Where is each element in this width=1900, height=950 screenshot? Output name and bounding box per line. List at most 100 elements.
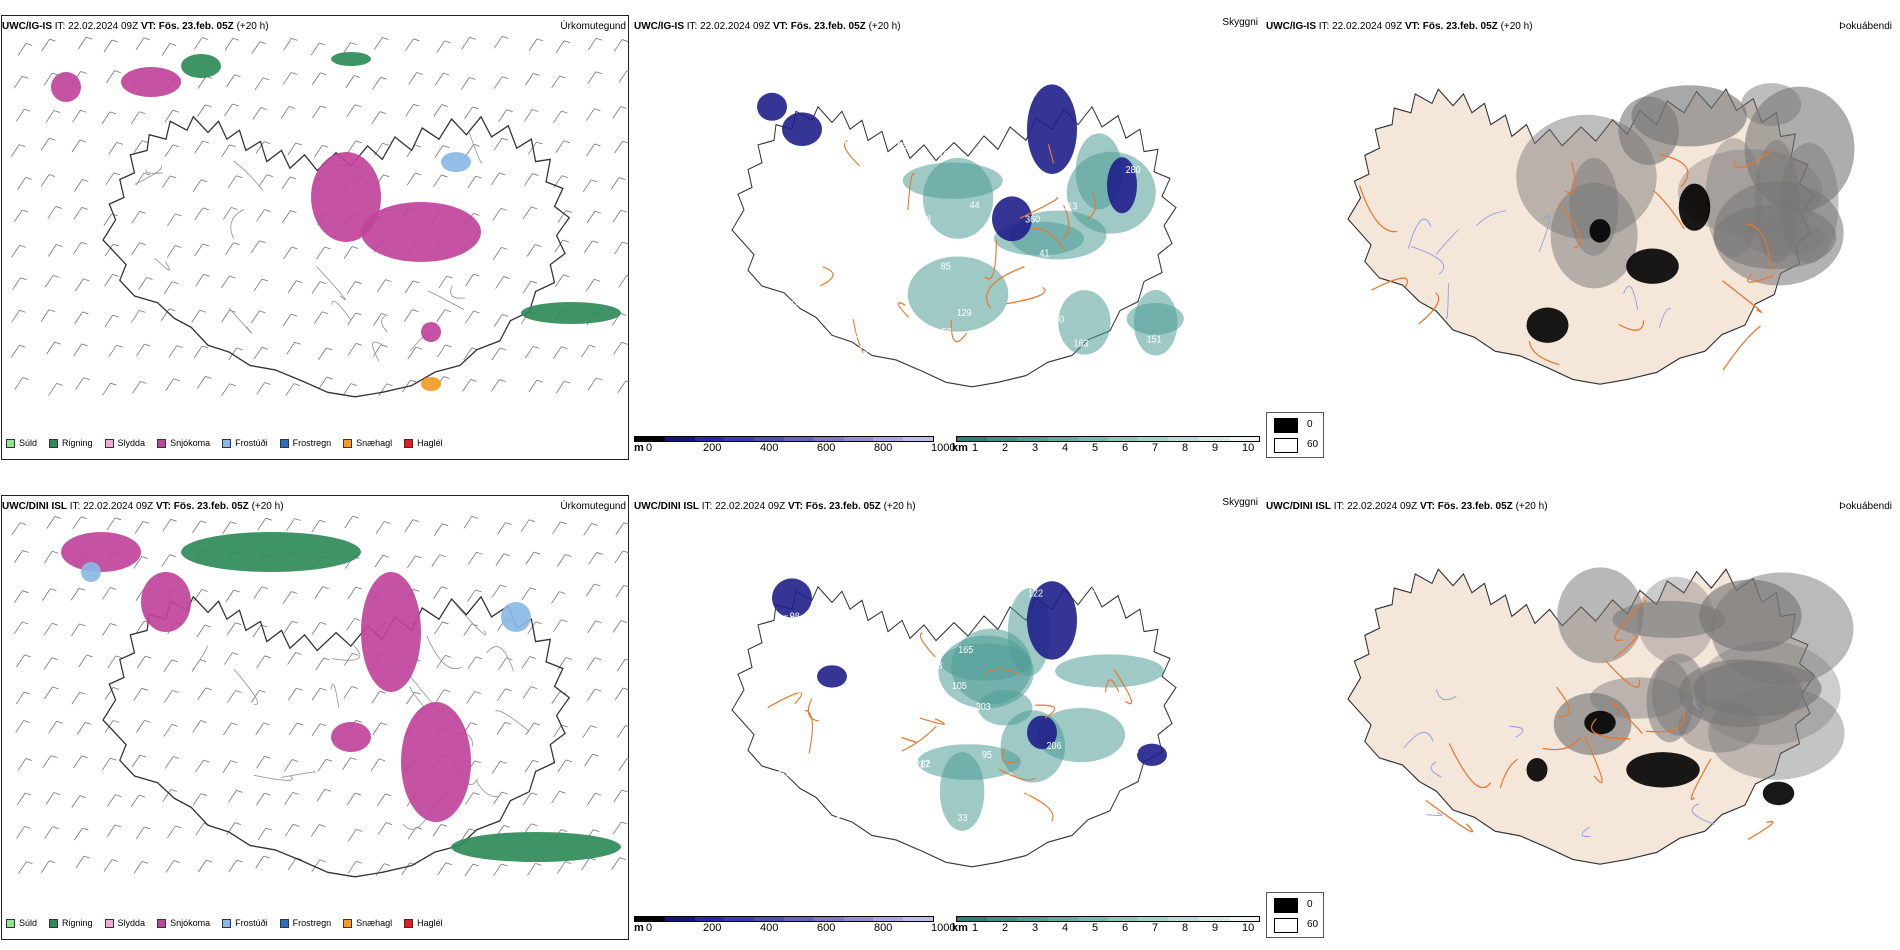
wind-barb	[257, 517, 272, 531]
colorbar-tick: 1	[972, 442, 979, 454]
road-line	[897, 302, 909, 318]
wind-barb	[136, 720, 151, 733]
cloud-base-area	[1027, 581, 1077, 660]
cloud-base-label: 121	[895, 571, 910, 583]
visibility-corner-title: Skyggni	[1222, 17, 1258, 28]
wind-barb	[343, 653, 359, 666]
wind-barb	[463, 623, 478, 637]
cloud-base-label: 64	[766, 302, 777, 314]
river-line	[1693, 700, 1700, 710]
wind-barb	[287, 280, 303, 293]
river-line	[1581, 826, 1591, 838]
cloud-base-area	[1027, 84, 1077, 174]
wind-barb	[521, 587, 537, 601]
fog-shading	[1631, 85, 1748, 147]
wind-barb	[287, 687, 303, 701]
road-line	[486, 646, 514, 672]
wind-barb	[222, 521, 237, 534]
wind-barb	[130, 310, 146, 323]
wind-barb	[46, 341, 61, 355]
fog-shading	[1744, 86, 1855, 212]
lead-time: (+20 h)	[1515, 501, 1548, 512]
wind-barb	[434, 72, 450, 86]
road-line	[426, 635, 463, 669]
legend-item: Frostregn	[279, 918, 331, 928]
wind-barb	[464, 106, 479, 120]
legend-swatch	[279, 918, 289, 928]
wind-barb	[522, 792, 538, 806]
wind-barb	[585, 278, 601, 292]
wind-barb	[43, 657, 59, 670]
wind-barb	[161, 175, 177, 189]
visibility-map: 100 84 47 61 163 162 95 10 80 44 136 113 316 360 300 93…	[731, 84, 1186, 388]
wind-barb	[136, 655, 152, 669]
wind-barb	[343, 686, 358, 699]
road-line	[901, 736, 917, 743]
legend-swatch	[279, 438, 289, 448]
cloud-base-label: 84	[1175, 289, 1186, 301]
visibility-colorbar: km 1 2 3 4 5 6 7 8 9 10	[952, 916, 1262, 934]
wind-barb	[15, 108, 31, 122]
wind-barb	[311, 859, 326, 872]
cloud-base-label: 10	[781, 156, 791, 168]
cloud-base-colorbar: m 0 200 400 600 800 1000	[634, 916, 955, 934]
it-value: 22.02.2024 09Z	[68, 21, 139, 32]
river-line	[1476, 210, 1507, 227]
wind-barb	[17, 42, 33, 56]
wind-barb	[551, 75, 566, 89]
wind-barb	[194, 243, 209, 257]
wind-barb	[13, 209, 29, 223]
colorbar-tick: 200	[703, 922, 722, 934]
wind-barb	[193, 345, 209, 359]
colorbar-tick: 0	[646, 922, 653, 934]
legend-item: Frostregn	[279, 438, 331, 448]
wind-barb	[342, 757, 357, 770]
wind-barb	[528, 38, 544, 52]
wind-barb	[258, 174, 274, 187]
wind-barb	[316, 788, 332, 802]
visibility-area	[1058, 290, 1111, 355]
wind-barb	[614, 687, 629, 701]
wind-barb	[491, 760, 507, 774]
wind-barb	[617, 725, 629, 738]
road-line	[998, 768, 1036, 781]
wind-barb	[407, 346, 422, 360]
precip-area	[141, 572, 191, 632]
wind-barb	[71, 795, 86, 808]
fog-black-area	[1526, 758, 1548, 782]
wind-barb	[614, 140, 629, 154]
wind-barb	[374, 554, 390, 568]
wind-barb	[251, 310, 266, 324]
wind-barb	[313, 311, 329, 324]
wind-barb	[467, 175, 482, 189]
colorbar-tick: 7	[1152, 922, 1159, 934]
cloud-base-label: 97	[856, 329, 866, 341]
fog-shading	[1516, 114, 1657, 239]
road-line	[919, 717, 945, 725]
wind-barb	[525, 722, 540, 736]
wind-barb	[346, 792, 362, 806]
cloud-base-label: 105	[952, 681, 967, 693]
wind-barb	[586, 210, 602, 224]
cloud-base-label: 129	[957, 307, 972, 319]
wind-barb	[317, 758, 333, 772]
wind-barb	[586, 583, 601, 597]
wind-barb	[375, 863, 391, 876]
legend-label: Snjókoma	[170, 438, 211, 448]
wind-barb	[528, 141, 543, 155]
wind-barb	[43, 550, 59, 564]
lead-time: (+20 h)	[1500, 21, 1533, 32]
wind-barb	[492, 208, 507, 221]
wind-barb	[164, 109, 180, 123]
wind-barb	[72, 109, 87, 123]
wind-barb	[587, 620, 602, 634]
colorbar-tick: 800	[874, 922, 893, 934]
cloud-base-label: 209	[779, 236, 794, 248]
road-line	[919, 632, 936, 658]
wind-barb	[316, 246, 331, 260]
fog-legend-swatch	[1274, 438, 1298, 453]
visibility-area	[922, 157, 994, 239]
legend-item: Slydda	[104, 438, 145, 448]
wind-barb	[106, 824, 122, 838]
wind-barb	[552, 521, 567, 535]
